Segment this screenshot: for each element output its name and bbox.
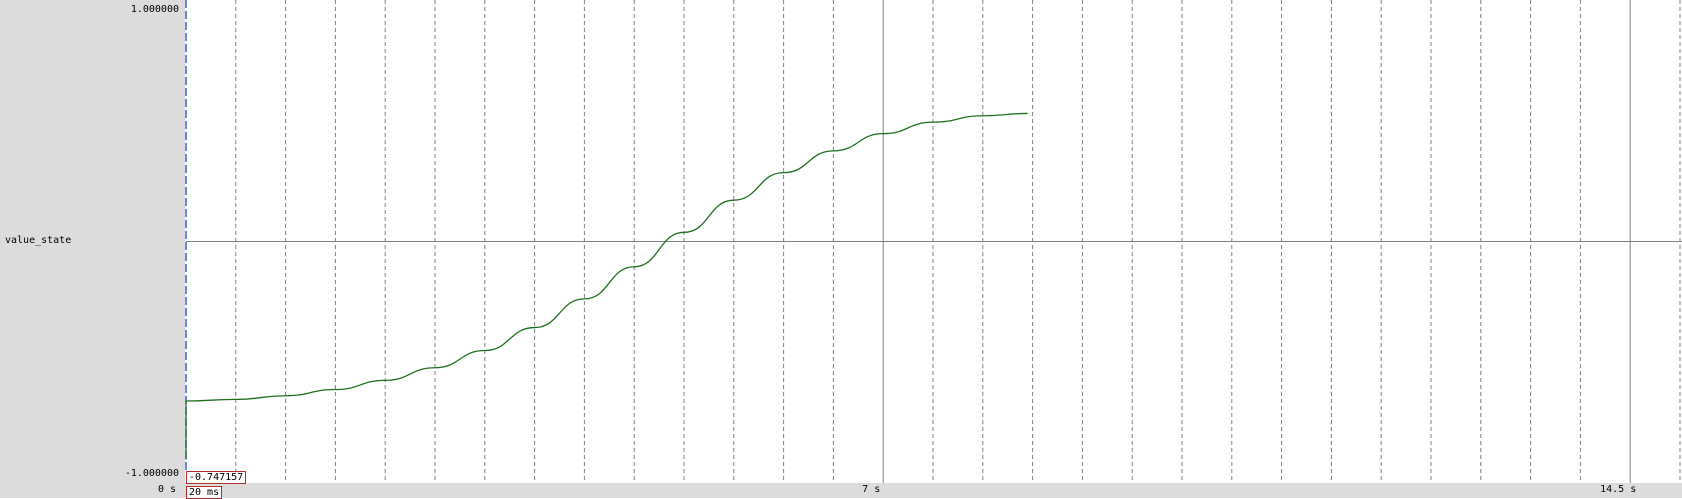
signal-name[interactable]: value_state <box>5 235 72 246</box>
series-line-value_state <box>185 112 1028 460</box>
x-tick-label: 0 s <box>157 484 176 495</box>
time-axis-bar <box>0 483 1682 498</box>
y-axis-max-label: 1.000000 <box>130 4 179 15</box>
signal-label-panel: 1.000000 value_state -1.000000 <box>0 0 185 483</box>
x-tick-label: 14.5 s <box>1600 484 1637 495</box>
x-tick-label: 7 s <box>862 484 881 495</box>
y-axis-min-label: -1.000000 <box>124 468 179 479</box>
cursor-value-readout: -0.747157 <box>186 471 247 484</box>
cursor-time-readout: 20 ms <box>186 486 223 499</box>
